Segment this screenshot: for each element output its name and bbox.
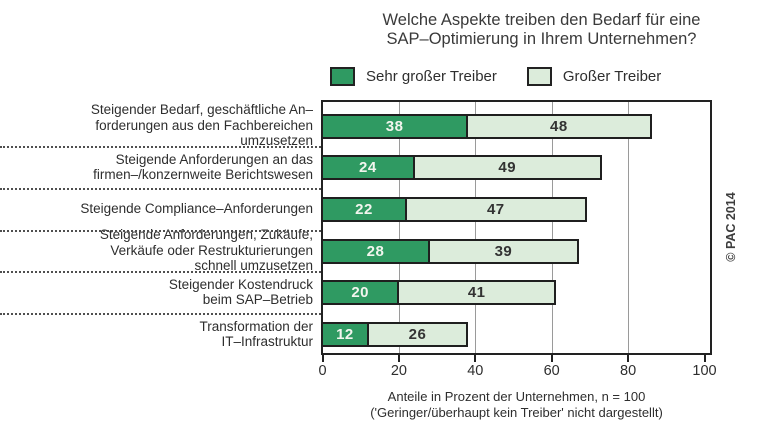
x-tick <box>703 355 706 362</box>
chart-title-line-1: Welche Aspekte treiben den Bedarf für ei… <box>382 11 701 29</box>
bar-value-label: 28 <box>366 242 385 260</box>
footnote-line: ('Geringer/überhaupt kein Treiber' nicht… <box>370 404 663 420</box>
x-axis: 0 20 40 60 80 100 <box>318 355 721 389</box>
legend-item: Großer Treiber <box>526 67 662 86</box>
bar-segment: 41 <box>397 280 556 306</box>
bar-value-label: 49 <box>498 159 517 177</box>
row-separator <box>0 188 321 191</box>
grid-line <box>398 102 400 353</box>
grid-line <box>551 102 553 353</box>
bar-segment: 48 <box>466 113 652 139</box>
bar-value-label: 26 <box>408 326 427 343</box>
x-tick <box>397 355 400 362</box>
legend: Sehr großer Treiber Großer Treiber <box>330 66 661 87</box>
row-separator <box>0 271 321 274</box>
axis-caption-line: Anteile in Prozent der Unternehmen, n = … <box>387 389 646 404</box>
legend-label: Sehr großer Treiber <box>366 68 497 85</box>
category-label: Steigende Compliance–Anforderungen <box>2 201 313 217</box>
bar-segment: 26 <box>366 322 469 347</box>
category-label: Steigender Kostendruck beim SAP–Betrieb <box>2 277 313 308</box>
x-tick <box>474 355 477 362</box>
x-tick-label: 60 <box>543 363 560 379</box>
row-separator <box>0 313 321 316</box>
bar-segment: 12 <box>321 322 369 347</box>
x-tick-label: 20 <box>390 363 407 379</box>
legend-swatch <box>526 67 552 86</box>
chart-title-line-2: SAP–Optimierung in Ihrem Unternehmen? <box>386 29 697 48</box>
category-label: Steigender Bedarf, geschäftliche An– ford… <box>2 102 313 149</box>
bar-segment: 49 <box>412 155 602 181</box>
x-tick <box>321 355 324 362</box>
chart-title: Welche Aspekte treiben den Bedarf für ei… <box>318 11 765 48</box>
bar-value-label: 38 <box>385 117 404 135</box>
category-label-line: Steigende Compliance–Anforderungen <box>80 201 313 217</box>
category-label-line: umzusetzen <box>240 133 313 149</box>
category-label-line: Steigende Anforderungen an das <box>115 151 313 167</box>
legend-swatch <box>330 67 355 86</box>
category-label-line: beim SAP–Betrieb <box>202 292 313 308</box>
legend-label: Großer Treiber <box>562 68 662 85</box>
x-tick <box>550 355 553 362</box>
axis-caption: Anteile in Prozent der Unternehmen, n = … <box>311 389 722 420</box>
bar-segment: 28 <box>321 238 430 264</box>
category-label: Steigende Anforderungen an das firmen–/ko… <box>2 152 313 183</box>
bar-value-label: 24 <box>358 159 377 177</box>
x-tick-label: 80 <box>620 363 637 379</box>
category-label-line: firmen–/konzernweite Berichtswesen <box>93 167 313 183</box>
row-separator <box>0 229 321 232</box>
bar-segment: 24 <box>321 155 415 181</box>
category-label-line: Steigender Bedarf, geschäftliche An– <box>90 102 313 118</box>
bar-value-label: 20 <box>351 284 370 302</box>
x-tick <box>627 355 630 362</box>
category-label-line: Transformation der <box>199 318 313 334</box>
bar-segment: 47 <box>405 196 587 222</box>
x-tick-label: 40 <box>467 363 484 379</box>
bar-segment: 38 <box>321 113 469 139</box>
category-label: Transformation der IT–Infrastruktur <box>2 319 313 350</box>
bar-value-label: 22 <box>355 200 373 218</box>
bar-segment: 22 <box>321 196 408 222</box>
bar-segment: 20 <box>321 280 400 306</box>
copyright-notice: © PAC 2014 <box>724 192 738 262</box>
category-label-line: schnell umzusetzen <box>194 258 313 274</box>
x-tick-label: 100 <box>692 363 717 379</box>
bar-segment: 39 <box>427 238 579 264</box>
grid-line <box>628 102 630 353</box>
category-label-line: forderungen aus den Fachbereichen <box>95 117 313 133</box>
bar-value-label: 41 <box>467 284 486 302</box>
x-tick-label: 0 <box>318 363 327 379</box>
category-label-line: Verkäufe oder Restrukturierungen <box>110 242 313 258</box>
category-label: Steigende Anforderungen, Zukäufe, Verkäuf… <box>2 227 313 274</box>
row-separator <box>0 146 321 149</box>
grid-line <box>475 102 477 353</box>
bar-value-label: 12 <box>336 326 354 343</box>
bar-value-label: 47 <box>486 200 505 218</box>
category-label-line: IT–Infrastruktur <box>221 334 313 349</box>
bar-value-label: 48 <box>549 117 568 135</box>
legend-item: Sehr großer Treiber <box>330 67 497 86</box>
bar-value-label: 39 <box>494 242 513 260</box>
plot-area: 38 48 24 49 22 47 28 39 20 41 12 26 <box>321 100 712 355</box>
category-label-line: Steigender Kostendruck <box>168 276 313 292</box>
